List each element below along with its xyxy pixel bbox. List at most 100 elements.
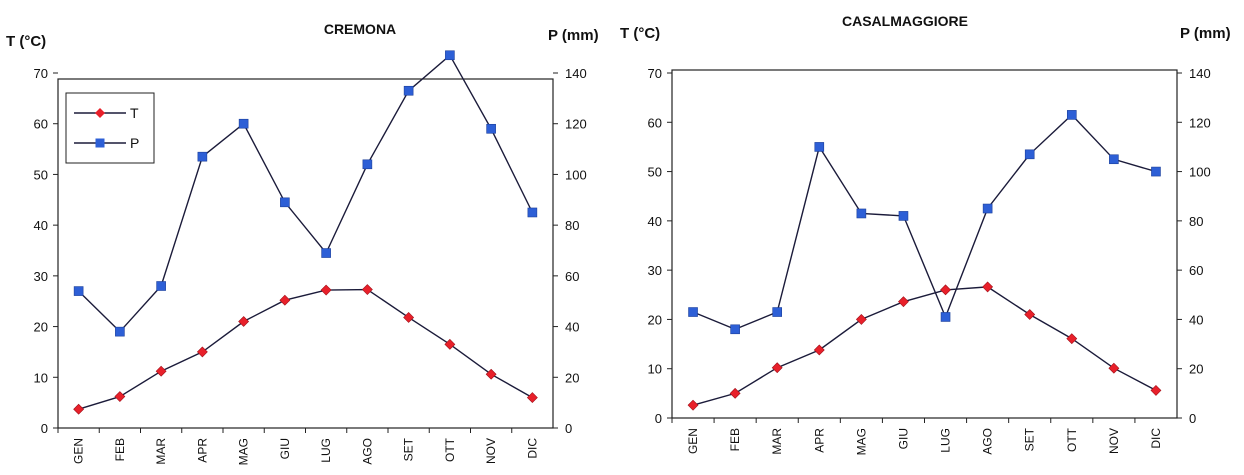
chart-title: CREMONA (324, 21, 396, 37)
month-label: MAG (854, 428, 868, 455)
point-P (156, 281, 166, 291)
point-P (115, 326, 125, 337)
right-tick-label: 140 (565, 66, 587, 81)
point-T (1108, 362, 1120, 374)
month-label: NOV (1107, 428, 1121, 454)
left-tick-label: 0 (655, 411, 662, 426)
point-P (1151, 166, 1161, 177)
point-T (73, 403, 85, 415)
left-tick-label: 30 (34, 269, 48, 284)
point-P (403, 85, 414, 96)
point-T (279, 294, 291, 306)
right-tick-label: 60 (1189, 263, 1203, 278)
right-tick-label: 20 (1189, 362, 1203, 377)
point-T (898, 296, 909, 308)
left-tick-label: 60 (648, 115, 662, 130)
point-P (730, 324, 740, 335)
point-P (321, 248, 331, 258)
point-P (688, 307, 698, 317)
series-line-P (78, 54, 534, 333)
left-tick-label: 50 (648, 165, 662, 180)
point-T (1066, 333, 1078, 345)
point-P (280, 197, 290, 208)
point-P (445, 50, 455, 61)
month-label: LUG (319, 438, 333, 463)
month-label: APR (812, 428, 826, 453)
point-P (197, 151, 208, 162)
legend-label-T: T (130, 105, 139, 121)
month-label: FEB (113, 438, 127, 461)
point-T (687, 399, 699, 411)
left-tick-label: 20 (648, 312, 662, 327)
left-tick-label: 60 (34, 117, 48, 132)
chart-title: CASALMAGGIORE (842, 13, 968, 29)
month-label: MAR (154, 438, 168, 465)
month-label: DIC (525, 438, 539, 459)
month-label: LUG (939, 428, 953, 453)
point-P (1109, 154, 1119, 165)
month-label: DIC (1149, 428, 1163, 449)
month-label: MAR (770, 428, 784, 455)
right-tick-label: 120 (565, 117, 587, 132)
month-label: NOV (484, 438, 498, 464)
point-T (940, 284, 951, 296)
month-label: SET (1023, 427, 1037, 451)
point-T (320, 284, 332, 296)
left-tick-label: 30 (648, 263, 662, 278)
left-tick-label: 10 (34, 370, 48, 385)
series-line-T (692, 286, 1157, 406)
point-T (238, 316, 250, 327)
chart-1: CASALMAGGIORE T (°C) P (mm) 0 10 20 30 40 50 60 70… (620, 13, 1231, 455)
point-T (155, 365, 167, 377)
chart-0: CREMONA T (°C) P (mm) 0 10 20 30 40 50 60 70 0 20 40 6… (6, 21, 599, 465)
point-T (526, 392, 538, 403)
right-tick-label: 40 (1189, 312, 1203, 327)
point-T (855, 314, 867, 325)
point-P (814, 142, 825, 152)
left-tick-label: 10 (648, 362, 662, 377)
point-T (1024, 309, 1036, 320)
point-P (362, 159, 373, 170)
left-tick-label: 20 (34, 320, 48, 335)
month-label: OTT (1065, 427, 1079, 452)
point-T (114, 391, 126, 402)
right-tick-label: 100 (565, 167, 587, 182)
point-P (856, 208, 867, 219)
point-P (73, 286, 84, 296)
series-line-T (78, 288, 533, 410)
point-T (1150, 384, 1162, 396)
month-label: APR (195, 438, 209, 463)
right-tick-label: 20 (565, 370, 579, 385)
point-P (1066, 110, 1077, 120)
point-T (196, 346, 208, 358)
point-T (485, 368, 497, 380)
point-P (238, 118, 249, 129)
point-P (772, 307, 783, 317)
point-T (982, 281, 994, 293)
month-label: GIU (278, 438, 292, 459)
point-P (898, 211, 909, 221)
plot-area (671, 69, 1178, 419)
left-axis-title: T (°C) (6, 33, 46, 50)
right-tick-label: 120 (1189, 115, 1211, 130)
right-tick-label: 140 (1189, 66, 1211, 81)
left-tick-label: 70 (648, 66, 662, 81)
legend-marker-T (95, 108, 105, 118)
right-tick-label: 80 (1189, 214, 1203, 229)
left-tick-label: 70 (34, 66, 48, 81)
left-tick-label: 40 (648, 214, 662, 229)
right-tick-label: 40 (565, 320, 579, 335)
month-label: GEN (72, 438, 86, 464)
left-axis-title: T (°C) (620, 25, 660, 42)
month-label: MAG (237, 438, 251, 465)
month-label: OTT (443, 437, 457, 462)
point-T (729, 387, 741, 399)
month-label: SET (402, 437, 416, 461)
right-tick-label: 60 (565, 269, 579, 284)
point-T (771, 362, 783, 374)
month-label: FEB (728, 428, 742, 451)
legend-label-P: P (130, 135, 139, 151)
month-label: AGO (360, 438, 374, 465)
point-T (444, 338, 456, 350)
point-P (1024, 149, 1035, 160)
